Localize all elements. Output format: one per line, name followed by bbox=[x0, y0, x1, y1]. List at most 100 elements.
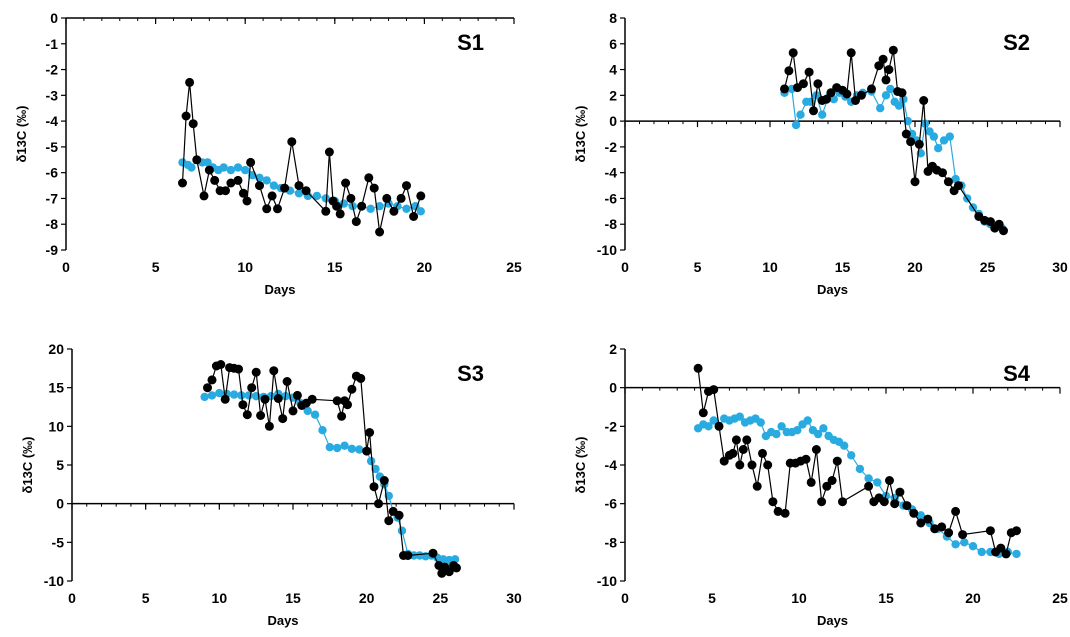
data-point bbox=[246, 157, 256, 167]
data-point bbox=[255, 181, 264, 191]
y-tick-label: -4 bbox=[46, 113, 59, 129]
data-point bbox=[242, 410, 252, 420]
x-tick-label: 0 bbox=[62, 259, 70, 275]
data-point bbox=[357, 201, 367, 211]
data-point bbox=[895, 487, 905, 497]
data-point bbox=[731, 435, 741, 445]
data-point bbox=[742, 435, 752, 445]
data-point bbox=[876, 104, 885, 113]
data-point bbox=[867, 84, 876, 94]
data-point bbox=[738, 445, 748, 454]
y-tick-label: 4 bbox=[609, 62, 617, 78]
x-axis-label: Days bbox=[817, 282, 848, 297]
data-point bbox=[204, 165, 214, 175]
data-point bbox=[341, 178, 351, 188]
data-point bbox=[332, 201, 342, 211]
panel-title: S1 bbox=[457, 30, 484, 55]
data-point bbox=[416, 207, 425, 216]
data-point bbox=[307, 394, 317, 404]
data-point bbox=[364, 173, 374, 183]
x-tick-label: 10 bbox=[791, 590, 807, 606]
y-tick-label: 5 bbox=[56, 457, 64, 473]
data-point bbox=[879, 497, 889, 507]
data-point bbox=[855, 464, 865, 474]
data-point bbox=[226, 165, 236, 175]
data-point bbox=[332, 396, 342, 406]
data-point bbox=[269, 181, 279, 190]
data-point bbox=[968, 542, 978, 551]
y-axis-label: δ13C (‰) bbox=[573, 436, 588, 493]
data-point bbox=[216, 360, 226, 369]
data-point bbox=[780, 84, 789, 94]
data-point bbox=[719, 456, 729, 466]
data-point bbox=[999, 226, 1008, 236]
panel-title: S4 bbox=[1003, 361, 1031, 386]
data-point bbox=[374, 499, 383, 509]
series-blue bbox=[200, 388, 460, 565]
data-point bbox=[768, 497, 778, 507]
data-point bbox=[937, 522, 947, 532]
data-point bbox=[409, 212, 419, 221]
data-point bbox=[452, 563, 461, 573]
data-point bbox=[178, 178, 187, 188]
data-point bbox=[324, 147, 334, 157]
x-tick-label: 15 bbox=[878, 590, 894, 606]
data-point bbox=[1012, 526, 1021, 536]
data-point bbox=[840, 441, 849, 450]
data-point bbox=[428, 548, 438, 558]
y-tick-label: -6 bbox=[46, 165, 59, 181]
data-point bbox=[369, 482, 379, 492]
data-point bbox=[842, 89, 852, 99]
data-point bbox=[826, 88, 836, 98]
data-point bbox=[923, 514, 933, 524]
data-point bbox=[416, 191, 426, 201]
data-point bbox=[310, 410, 320, 419]
data-point bbox=[763, 460, 773, 470]
data-point bbox=[735, 460, 745, 470]
data-point bbox=[303, 406, 312, 416]
y-tick-label: 8 bbox=[609, 10, 617, 26]
data-point bbox=[994, 219, 1004, 229]
series-black bbox=[203, 360, 461, 578]
data-point bbox=[369, 183, 379, 193]
x-tick-label: 0 bbox=[621, 259, 629, 275]
data-point bbox=[365, 428, 375, 437]
data-point bbox=[337, 411, 347, 421]
data-point bbox=[693, 363, 703, 373]
y-tick-label: -2 bbox=[605, 418, 618, 434]
data-point bbox=[818, 110, 827, 119]
data-point bbox=[822, 481, 832, 491]
x-tick-label: 25 bbox=[433, 590, 449, 606]
data-point bbox=[264, 421, 274, 431]
data-point bbox=[788, 48, 798, 58]
data-point bbox=[262, 204, 272, 214]
x-tick-label: 25 bbox=[506, 259, 522, 275]
y-axis-label: δ13C (‰) bbox=[20, 436, 35, 493]
y-tick-label: 0 bbox=[50, 10, 58, 26]
data-point bbox=[389, 206, 399, 216]
data-point bbox=[292, 390, 302, 400]
data-point bbox=[238, 188, 248, 198]
data-point bbox=[278, 414, 288, 424]
data-point bbox=[756, 418, 765, 427]
data-point bbox=[340, 441, 349, 450]
data-point bbox=[384, 516, 394, 526]
data-point bbox=[402, 204, 411, 213]
x-tick-label: 5 bbox=[142, 590, 150, 606]
data-point bbox=[698, 408, 708, 418]
data-point bbox=[269, 366, 279, 376]
y-tick-label: -10 bbox=[597, 242, 617, 258]
data-point bbox=[909, 508, 919, 518]
data-point bbox=[846, 48, 856, 58]
y-tick-label: -8 bbox=[46, 216, 59, 232]
y-tick-label: 20 bbox=[48, 341, 64, 357]
data-point bbox=[1001, 549, 1011, 559]
data-point bbox=[884, 65, 894, 75]
data-point bbox=[301, 186, 311, 196]
data-point bbox=[916, 518, 926, 528]
data-point bbox=[397, 526, 407, 535]
data-point bbox=[403, 551, 413, 560]
data-point bbox=[219, 163, 228, 172]
data-point bbox=[312, 191, 322, 201]
